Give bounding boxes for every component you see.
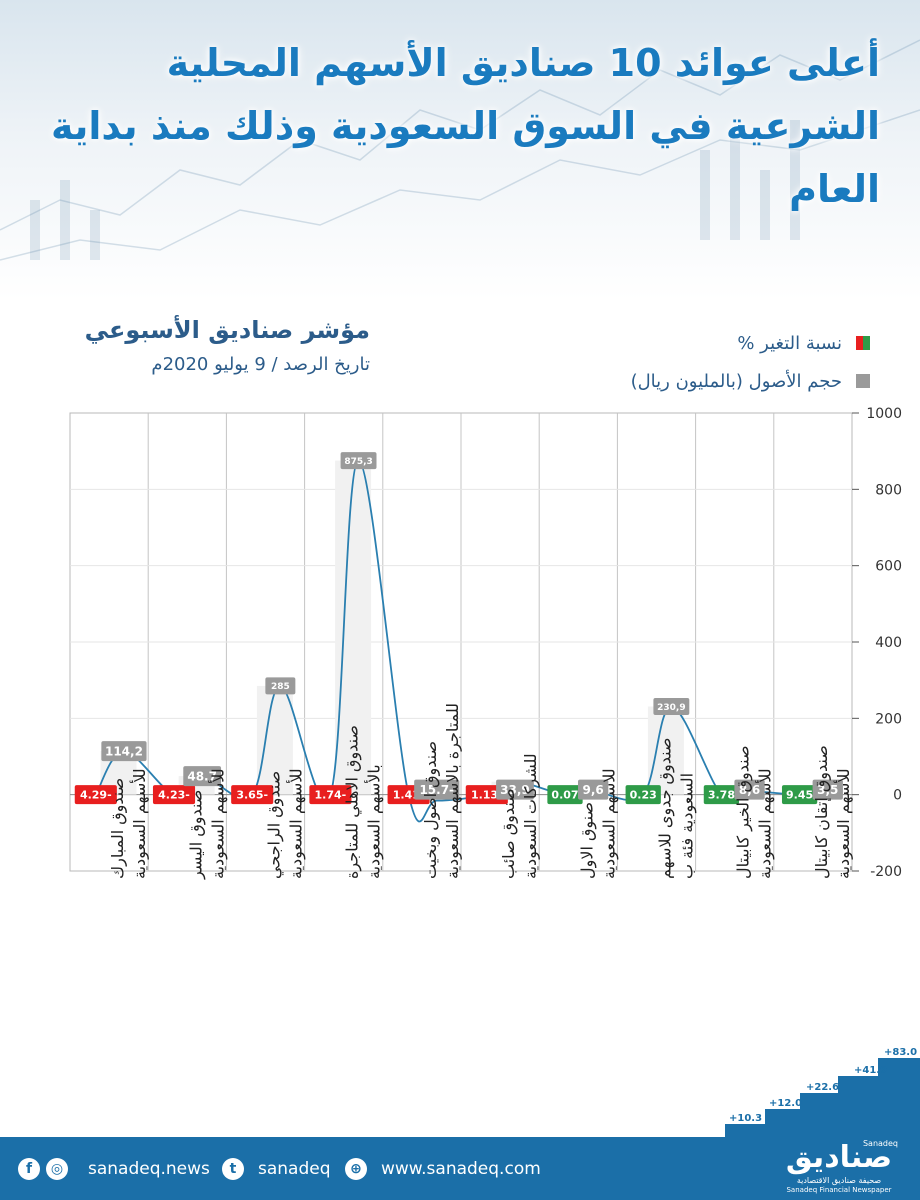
header-banner: أعلى عوائد 10 صناديق الأسهم المحلية الشر… — [0, 0, 920, 300]
social-links: f ◎ sanadeq.news — [18, 1137, 210, 1200]
footer-bar: f ◎ sanadeq.news t sanadeq ⊕ www.sanadeq… — [0, 1137, 920, 1200]
asset-label: 875,3 — [344, 457, 372, 467]
asset-label-bg — [414, 779, 460, 800]
asset-label-bg — [577, 779, 609, 800]
asset-label: 3,5 — [817, 783, 838, 797]
logo-name: صناديق — [785, 1140, 893, 1175]
change-label: 0.23 — [630, 789, 657, 802]
twitter-handle[interactable]: sanadeq — [258, 1158, 331, 1179]
website-link[interactable]: ⊕ www.sanadeq.com — [345, 1137, 541, 1200]
legend-label-assets: حجم الأصول (بالمليون ريال) — [630, 370, 842, 392]
asset-label-bg — [183, 766, 222, 787]
asset-label: 48.7 — [187, 769, 217, 783]
stair-label-1: +10.3 — [729, 1113, 762, 1124]
stair-step-3 — [800, 1093, 920, 1109]
y-tick-label: 0 — [893, 788, 902, 804]
asset-label: 114,2 — [105, 744, 143, 758]
stair-label-5: +83.0 — [884, 1047, 917, 1058]
change-label-bg — [703, 785, 740, 805]
stair-step-4 — [838, 1076, 920, 1093]
category-label: صندوق المبارك للأسهم السعودية — [108, 768, 150, 879]
chart-heading: مؤشر صناديق الأسبوعي تاريخ الرصد / 9 يول… — [40, 310, 370, 380]
facebook-icon[interactable]: f — [18, 1157, 40, 1180]
change-label-bg — [781, 785, 818, 805]
change-label: 1.13- — [471, 789, 503, 802]
legend-swatch-change — [856, 336, 870, 350]
change-label-bg — [309, 785, 352, 805]
legend-item-change: نسبة التغير % — [550, 328, 870, 358]
asset-label: 15.7- — [419, 783, 454, 797]
stair-label-4: +41.9 — [854, 1065, 887, 1076]
chart-title: مؤشر صناديق الأسبوعي — [84, 316, 370, 344]
asset-label: 8,6 — [739, 783, 760, 797]
stair-step-1 — [725, 1124, 920, 1138]
category-label: صندوق اليسر للأسهم السعودية — [186, 768, 228, 880]
asset-bar — [256, 685, 293, 795]
logo-tagline-ar: صحيفة صناديق الاقتصادية — [796, 1176, 882, 1185]
header-background-graphic — [0, 39, 920, 261]
category-label: صندوق صائب للشركات السعودية — [499, 753, 541, 879]
stair-step-2 — [765, 1109, 920, 1124]
twitter-icon[interactable]: t — [222, 1157, 244, 1180]
change-label-bg — [547, 785, 583, 805]
instagram-icon[interactable]: ◎ — [46, 1157, 68, 1180]
legend-item-assets: حجم الأصول (بالمليون ريال) — [550, 366, 870, 396]
change-label: 3.78 — [708, 789, 735, 802]
asset-label: 33,9 — [500, 783, 530, 797]
change-label: 3.65- — [236, 789, 268, 802]
legend-swatch-assets — [856, 374, 870, 388]
change-label: 4.29- — [80, 789, 112, 802]
change-label: 9.45 — [786, 789, 813, 802]
change-label: 1.74- — [315, 789, 347, 802]
chart-legend: نسبة التغير % حجم الأصول (بالمليون ريال) — [550, 328, 870, 404]
asset-label-bg — [812, 779, 843, 800]
y-tick-label: 1000 — [866, 406, 902, 422]
category-label: صندوق الراجحي للأسهم السعودية — [265, 768, 307, 879]
asset-bar — [647, 706, 684, 795]
y-tick-label: 400 — [875, 635, 902, 651]
stair-label-2: +12.0 — [769, 1098, 802, 1109]
sanadeq-logo: Sanadeq صناديق صحيفة صناديق الاقتصادية S… — [774, 1137, 904, 1200]
y-tick-label: 600 — [875, 559, 902, 575]
asset-label-bg — [734, 779, 765, 800]
change-label-bg — [74, 785, 117, 805]
asset-label-bg — [653, 698, 690, 716]
category-label: صندوق إتقان كابيتال للأسهم السعودية — [812, 745, 854, 879]
asset-bar — [335, 460, 372, 795]
logo-tagline-en: Sanadeq Financial Newspaper — [786, 1186, 892, 1194]
y-tick-label: 200 — [875, 711, 902, 727]
asset-label: 285 — [271, 682, 290, 692]
logo-name-en: Sanadeq — [862, 1139, 898, 1148]
category-label: صندوق اصول وبخيت للمتاجرة بالاسهم السعودي… — [421, 703, 463, 879]
change-label-bg — [231, 785, 274, 805]
change-label-bg — [152, 785, 196, 805]
asset-label-bg — [340, 452, 377, 470]
twitter-link[interactable]: t sanadeq — [222, 1137, 331, 1200]
category-label: صنوق الاول للاسهم السعودية — [577, 768, 619, 879]
asset-label-bg — [265, 677, 296, 695]
asset-label: 230,9 — [657, 703, 685, 713]
globe-icon: ⊕ — [345, 1157, 367, 1180]
stair-step-5 — [878, 1058, 920, 1076]
website-url[interactable]: www.sanadeq.com — [381, 1158, 541, 1179]
category-label: صندوق الخير كابيتال للأسهم السعودية — [734, 745, 776, 879]
chart-date: تاريخ الرصد / 9 يوليو 2020م — [151, 354, 370, 375]
category-label: صندوق الاهلي للمتاجرة بالأسهم السعودية — [343, 725, 385, 879]
y-tick-label: -200 — [870, 864, 902, 880]
change-label: 4.23- — [158, 789, 190, 802]
page-title: أعلى عوائد 10 صناديق الأسهم المحلية الشر… — [51, 41, 880, 211]
change-label: 0.07 — [551, 789, 578, 802]
y-tick-label: 800 — [875, 482, 902, 498]
category-label: صندوق جدوى للاسهم السعودية فئة ب — [656, 737, 698, 879]
asset-label-bg — [101, 741, 147, 762]
asset-label-bg — [496, 779, 534, 800]
social-handle[interactable]: sanadeq.news — [88, 1158, 210, 1179]
asset-label: 9,6 — [583, 783, 604, 797]
change-label-bg — [625, 785, 661, 805]
chart: -200 0 200 400 600 800 1000 4.29- 4.23- 3.65- 1.74… — [69, 406, 902, 880]
stair-label-3: +22.6 — [806, 1082, 839, 1093]
legend-label-change: نسبة التغير % — [737, 332, 842, 354]
growth-stairs-graphic: +10.3 +12.0 +22.6 +41.9 +83.0 — [725, 1047, 920, 1138]
